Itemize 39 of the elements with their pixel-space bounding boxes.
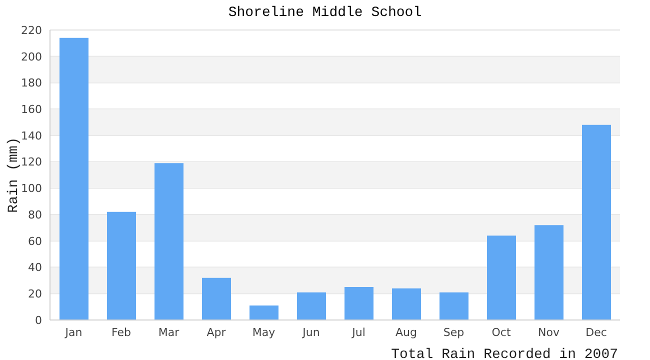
y-tick-label: 20 [28, 288, 42, 301]
chart-title: Shoreline Middle School [227, 5, 423, 21]
bar [440, 292, 468, 320]
x-tick-label: Sep [443, 326, 464, 339]
y-tick-label: 140 [21, 129, 42, 142]
bar [534, 225, 564, 320]
x-tick-label: Feb [112, 326, 131, 339]
x-tick-label: Jan [64, 326, 82, 339]
y-tick-label: 60 [28, 234, 42, 248]
y-tick-label: 220 [21, 24, 42, 37]
x-tick-label: May [252, 326, 276, 339]
y-tick-label: 80 [28, 208, 42, 222]
bar [202, 278, 231, 320]
y-tick-label: 40 [28, 261, 42, 274]
bar [154, 163, 184, 320]
bar [392, 288, 421, 320]
bar [344, 287, 374, 320]
y-axis-title: Rain (mm) [6, 137, 22, 213]
bar [250, 306, 278, 320]
y-tick-label: 180 [21, 76, 42, 90]
x-tick-label: Jun [302, 326, 320, 339]
bar [107, 212, 136, 320]
bar [582, 124, 611, 320]
x-tick-label: Jul [351, 326, 366, 339]
y-tick-label: 200 [21, 50, 42, 64]
x-tick-label: Nov [538, 326, 560, 339]
y-tick-label: 160 [21, 102, 42, 116]
x-axis-title: Total Rain Recorded in 2007 [391, 347, 618, 360]
x-tick-label: Mar [158, 326, 180, 339]
bar [487, 236, 516, 320]
y-tick-label: 0 [35, 314, 42, 327]
x-tick-label: Apr [206, 326, 226, 339]
x-tick-label: Dec [586, 326, 607, 339]
x-tick-label: Oct [492, 326, 512, 339]
bar [60, 38, 88, 320]
bar [297, 292, 326, 320]
y-tick-label: 100 [21, 182, 42, 196]
x-tick-label: Aug [396, 326, 417, 339]
y-tick-label: 120 [21, 156, 42, 169]
